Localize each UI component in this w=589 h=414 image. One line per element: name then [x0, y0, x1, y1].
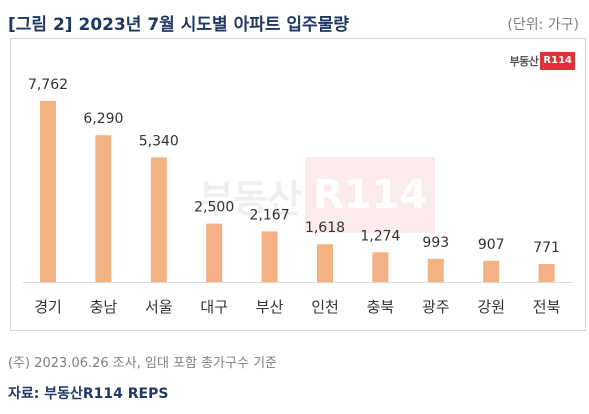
value-label-5: 2,167 — [250, 207, 290, 223]
value-label-9: 907 — [478, 237, 505, 253]
value-label-1: 7,762 — [28, 77, 68, 93]
bar-9 — [483, 260, 500, 282]
category-label-6: 인천 — [311, 298, 339, 316]
bar-3 — [150, 157, 167, 282]
category-label-3: 서울 — [145, 298, 173, 316]
brand-logo: 부동산 R114 — [510, 51, 575, 71]
chart-area: 부동산 R114 부동산 R114 7,762 경기 6,290 충남 5,340 서울 2… — [10, 38, 586, 331]
category-label-9: 강원 — [477, 298, 505, 316]
bar-1 — [40, 100, 56, 283]
value-label-10: 771 — [533, 240, 560, 256]
category-label-4: 대구 — [200, 298, 228, 316]
category-label-2: 충남 — [90, 298, 118, 316]
logo-text: 부동산 — [509, 55, 539, 68]
footnote: (주) 2023.06.26 조사, 임대 포함 총가구수 기준 — [8, 356, 277, 371]
value-label-4: 2,500 — [194, 200, 234, 216]
bar-6 — [317, 244, 333, 282]
value-label-2: 6,290 — [83, 111, 123, 127]
logo-badge: R114 — [540, 52, 575, 70]
value-label-8: 993 — [422, 235, 449, 251]
bar-chart: 7,762 경기 6,290 충남 5,340 서울 2,500 대구 2,167 부산 1,618… — [23, 77, 573, 316]
value-label-7: 1,274 — [360, 228, 400, 244]
value-label-3: 5,340 — [139, 133, 179, 149]
category-label-7: 충북 — [367, 298, 395, 316]
bar-7 — [372, 252, 389, 282]
category-label-8: 광주 — [422, 298, 450, 316]
bar-10 — [538, 264, 555, 282]
bar-2 — [95, 135, 112, 282]
chart-title: [그림 2] 2023년 7월 시도별 아파트 입주물량 — [8, 15, 349, 35]
bar-4 — [206, 223, 223, 282]
source-label: 자료: 부동산R114 REPS — [8, 386, 169, 402]
unit-label: (단위: 가구) — [507, 17, 579, 33]
bar-8 — [427, 258, 444, 282]
value-label-6: 1,618 — [305, 220, 345, 236]
category-label-5: 부산 — [256, 298, 284, 316]
category-label-1: 경기 — [34, 298, 62, 316]
bar-5 — [261, 231, 278, 282]
category-label-10: 전북 — [533, 298, 561, 316]
